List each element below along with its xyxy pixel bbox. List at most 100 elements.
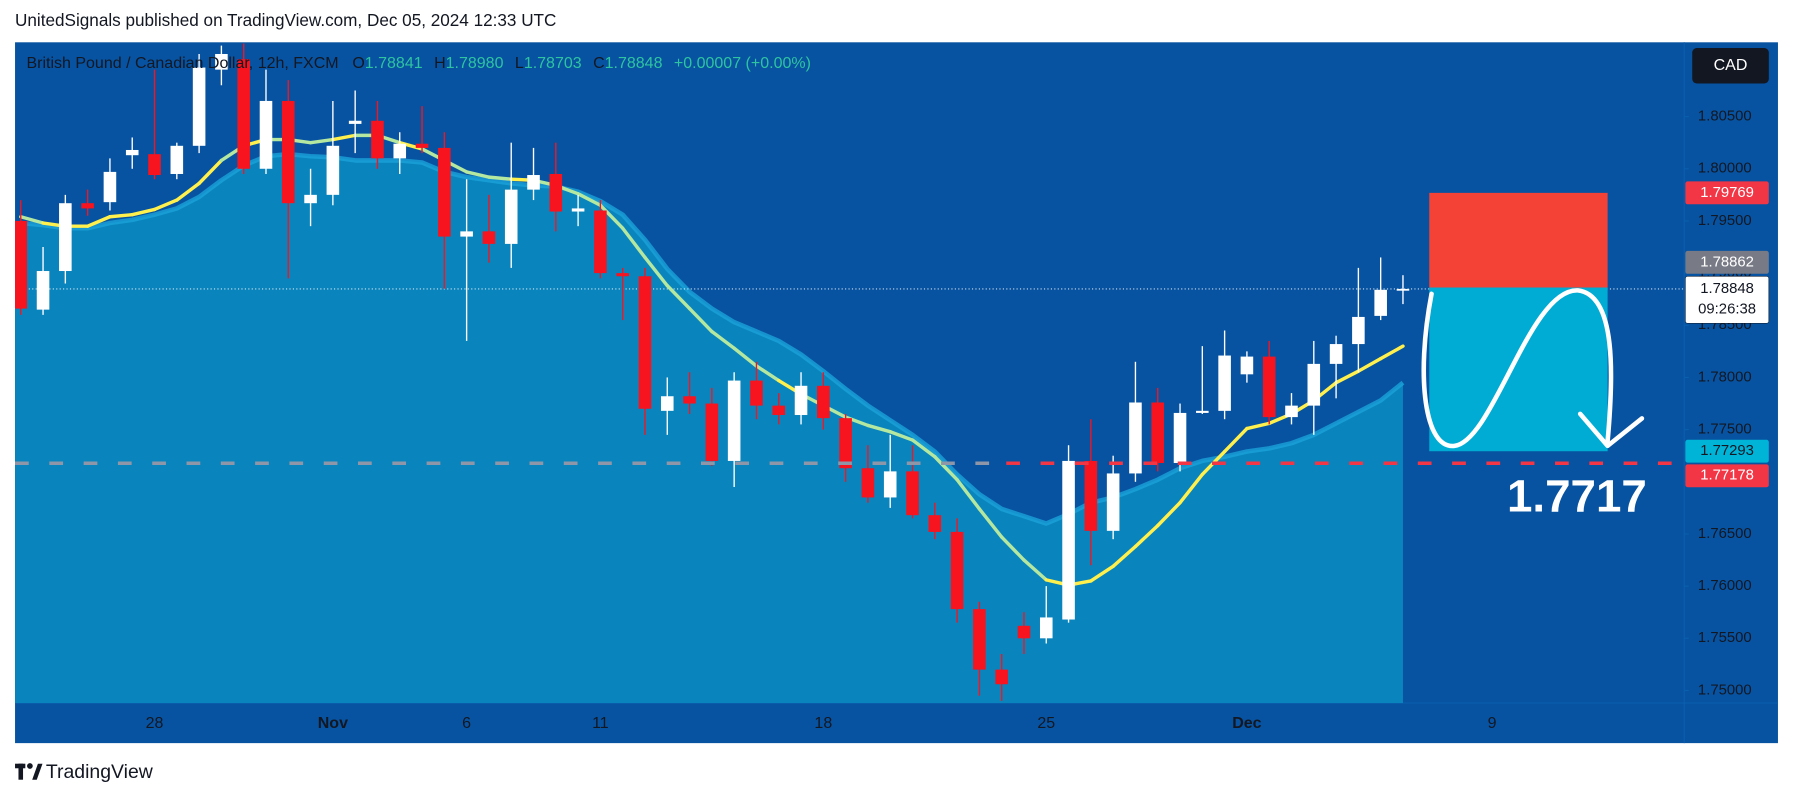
candle-body — [482, 231, 496, 244]
candle-body — [259, 100, 273, 169]
legend-key: L — [515, 55, 524, 72]
ma-line — [85, 215, 112, 228]
ma-line — [955, 477, 982, 511]
x-tick-label: 18 — [814, 715, 832, 732]
ma-line — [464, 170, 491, 179]
price-tag-label: 1.78848 — [1700, 281, 1754, 297]
currency-button[interactable] — [1692, 48, 1769, 84]
ma-line — [175, 181, 201, 202]
currency-label[interactable]: CAD — [1714, 57, 1748, 74]
ma-line — [598, 203, 625, 230]
candle-body — [839, 418, 852, 469]
price-tag-label: 1.77178 — [1700, 468, 1754, 484]
candle-body — [393, 143, 407, 159]
ma-line — [620, 226, 647, 260]
x-tick-label: Dec — [1232, 715, 1261, 732]
ma-line — [197, 158, 224, 186]
candle-body — [973, 609, 986, 670]
candle-body — [727, 380, 741, 461]
price-tag — [1685, 181, 1769, 205]
ma-line — [687, 306, 714, 334]
candle-body — [36, 271, 50, 310]
ma-line — [665, 283, 692, 311]
ma-line — [1178, 472, 1205, 505]
candle-body — [750, 380, 763, 406]
legend-key: H — [434, 55, 446, 72]
candle-body — [304, 194, 317, 204]
ma-line — [130, 207, 157, 217]
candle-body — [237, 59, 250, 169]
brand-logo — [15, 763, 43, 780]
candle-body — [1262, 356, 1276, 418]
candle-body — [705, 403, 719, 461]
x-tick-label: Nov — [318, 715, 348, 732]
drawn-curve — [1421, 288, 1614, 449]
ma-line — [999, 535, 1026, 562]
price-tag-label: 1.79769 — [1700, 185, 1754, 201]
candle-body — [148, 154, 161, 176]
price-tag-label: 1.78862 — [1700, 254, 1754, 270]
candle-body — [59, 203, 72, 272]
candle-body — [415, 143, 429, 148]
ma-line — [1156, 500, 1182, 528]
overlay: 1.7717 — [15, 192, 1685, 522]
candle-body — [215, 53, 228, 70]
ma-line — [933, 455, 959, 482]
candle-body — [883, 471, 897, 498]
legend-value: 1.78841 — [365, 55, 423, 72]
candle-body — [794, 385, 808, 416]
ma-line — [487, 175, 513, 181]
ma-line — [108, 212, 134, 219]
publish-header: UnitedSignals published on TradingView.c… — [15, 10, 556, 30]
y-tick-label: 1.80000 — [1698, 161, 1752, 177]
ma-line — [754, 364, 781, 383]
stop-zone — [1429, 192, 1608, 288]
ma-line — [19, 215, 45, 225]
candle-body — [438, 147, 451, 237]
countdown-label: 09:26:38 — [1698, 301, 1756, 317]
candle-body — [1017, 625, 1031, 639]
candle-body — [1196, 410, 1209, 413]
ma-line — [1378, 344, 1405, 361]
x-tick-label: 11 — [592, 715, 609, 732]
candle-body — [1285, 405, 1298, 418]
ma-line — [1022, 558, 1048, 582]
x-tick-label: 25 — [1037, 715, 1055, 732]
candle-body — [1374, 289, 1387, 316]
y-tick-label: 1.77500 — [1698, 422, 1752, 438]
ma-line — [910, 438, 937, 459]
ma-line — [1111, 544, 1138, 569]
x-tick-label: 9 — [1488, 715, 1497, 732]
brand-name: TradingView — [46, 761, 154, 783]
candle-body — [1151, 402, 1165, 464]
price-tag — [1685, 464, 1769, 488]
ma-line — [1133, 523, 1160, 549]
ma-line — [1222, 426, 1249, 454]
x-tick-label: 28 — [146, 715, 164, 732]
candle-body — [638, 276, 652, 409]
ma-line — [152, 198, 179, 212]
candle-body — [1062, 460, 1075, 620]
ma-line — [710, 329, 736, 350]
ma-line — [977, 507, 1004, 539]
y-tick-label: 1.75000 — [1698, 682, 1752, 698]
x-tick-label: 6 — [462, 715, 471, 732]
candle-body — [170, 145, 184, 174]
ma-line — [1245, 421, 1271, 431]
y-tick-label: 1.80500 — [1698, 109, 1752, 125]
candle-body — [326, 145, 340, 195]
symbol-title: British Pound / Canadian Dollar, 12h, FX… — [26, 55, 338, 72]
candle-body — [1106, 473, 1120, 531]
candle-body — [1307, 363, 1321, 406]
candle-body — [660, 396, 674, 411]
candle-body — [1129, 402, 1142, 474]
ma-line — [732, 346, 759, 368]
candle-body — [772, 405, 786, 416]
ma-line — [1089, 564, 1115, 583]
candle-body — [81, 203, 94, 209]
candle-body — [928, 515, 942, 532]
candle-body — [527, 175, 540, 190]
candle-body — [1039, 617, 1053, 639]
candle-body — [504, 189, 518, 244]
candle-body — [281, 100, 295, 204]
